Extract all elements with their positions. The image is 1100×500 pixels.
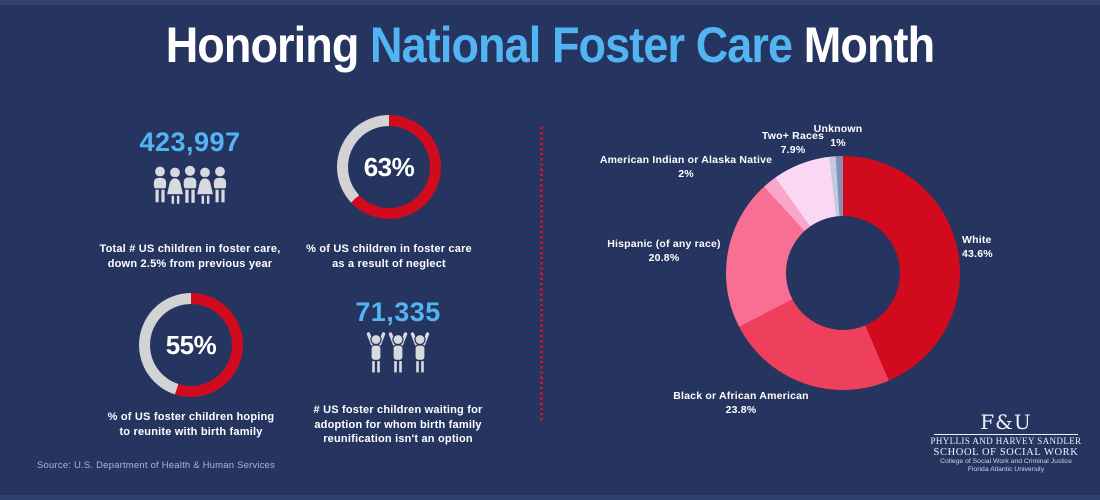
caption-line: as a result of neglect [332, 257, 446, 270]
neglect-percent-label: 63% [363, 151, 415, 182]
title-suffix: Month [792, 17, 935, 73]
fau-logo: F&U PHYLLIS AND HARVEY SANDLER SCHOOL OF… [920, 412, 1092, 474]
logo-school-name-line1: PHYLLIS AND HARVEY SANDLER [930, 436, 1082, 446]
donut-label-unknown: Unknown 1% [798, 122, 878, 150]
segment-value: 43.6% [962, 248, 993, 260]
segment-label: Unknown [813, 123, 863, 135]
segment-label: Black or African American [673, 390, 809, 402]
reunite-percent-label: 55% [165, 329, 217, 360]
segment-label: Hispanic (of any race) [607, 238, 721, 250]
page-title: Honoring National Foster Care Month [0, 8, 1100, 82]
female-figure [165, 166, 185, 206]
child-figure [370, 333, 382, 374]
donut-label-black-or-african-american: Black or African American 23.8% [611, 389, 871, 417]
segment-value: 23.8% [725, 404, 757, 416]
female-figure [195, 166, 215, 206]
donut-label-hispanic: Hispanic (of any race) 20.8% [544, 237, 784, 265]
stat-adoption-caption: # US foster children waiting for adoptio… [278, 403, 518, 447]
donut-label-two-plus-races: Two+ Races 7.9% [733, 129, 853, 157]
caption-line: Total # US children in foster care, [99, 243, 281, 255]
caption-line: to reunite with birth family [119, 425, 263, 438]
segment-label: Two+ Races [761, 130, 825, 142]
segment-value: 20.8% [648, 252, 680, 264]
people-group-icon [152, 164, 228, 206]
donut-hole [786, 216, 900, 330]
children-arms-raised-icon [366, 332, 430, 374]
neglect-donut-chart: 63% [337, 115, 441, 219]
segment-value: 1% [830, 137, 846, 149]
segment-value: 2% [678, 168, 694, 180]
donut-hole [150, 304, 232, 386]
caption-line: down 2.5% from previous year [107, 257, 273, 270]
fau-monogram: F&U [980, 410, 1032, 434]
segment-value: 7.9% [780, 144, 806, 156]
caption-line: % of US foster children hoping [107, 411, 275, 423]
logo-university-line: Florida Atlantic University [967, 465, 1045, 473]
caption-line: reunification isn't an option [323, 433, 473, 445]
stat-neglect-caption: % of US children in foster care as a res… [289, 242, 489, 271]
child-figure [414, 333, 426, 374]
race-ethnicity-donut-chart [726, 156, 960, 390]
male-figure [212, 165, 228, 204]
segment-label: White [962, 234, 992, 246]
caption-line: adoption for whom birth family [314, 418, 482, 431]
title-prefix: Honoring [165, 17, 371, 73]
title-highlight: National Foster Care [370, 17, 793, 73]
donut-hole [348, 126, 430, 208]
logo-college-line: College of Social Work and Criminal Just… [940, 457, 1072, 465]
donut-label-white: White 43.6% [962, 233, 1072, 261]
stat-adoption-value: 71,335 [355, 297, 441, 327]
logo-school-name-line2: SCHOOL OF SOCIAL WORK [933, 446, 1079, 458]
donut-label-american-indian: American Indian or Alaska Native 2% [566, 153, 806, 181]
stat-total-caption: Total # US children in foster care, down… [60, 242, 320, 271]
male-figure [182, 164, 198, 205]
top-edge-strip [0, 0, 1100, 5]
stat-total-value: 423,997 [139, 127, 241, 157]
caption-line: % of US children in foster care [306, 243, 472, 255]
stat-reunite-caption: % of US foster children hoping to reunit… [71, 410, 311, 439]
bottom-edge-strip [0, 495, 1100, 500]
page-title-text: Honoring National Foster Care Month [166, 8, 935, 82]
child-figure [392, 333, 404, 374]
source-attribution: Source: U.S. Department of Health & Huma… [37, 460, 276, 471]
reunite-donut-chart: 55% [139, 293, 243, 397]
logo-divider-line [934, 434, 1078, 435]
male-figure [152, 165, 168, 204]
segment-label: American Indian or Alaska Native [599, 154, 773, 166]
dotted-divider [540, 127, 543, 423]
caption-line: # US foster children waiting for [313, 404, 483, 416]
